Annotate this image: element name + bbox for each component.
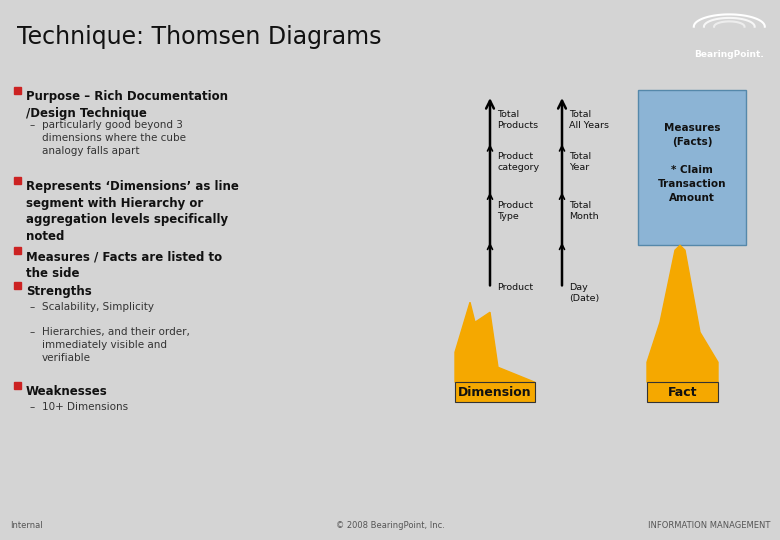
FancyBboxPatch shape: [455, 382, 535, 402]
Text: Product
Type: Product Type: [497, 200, 533, 221]
Text: Scalability, Simplicity: Scalability, Simplicity: [42, 302, 154, 312]
Text: Strengths: Strengths: [26, 285, 92, 298]
FancyBboxPatch shape: [647, 382, 718, 402]
Polygon shape: [647, 245, 718, 382]
Text: Internal: Internal: [10, 521, 43, 530]
Bar: [14, 87, 21, 94]
Bar: [14, 282, 21, 289]
Text: Product
category: Product category: [497, 152, 539, 172]
Text: Day
(Date): Day (Date): [569, 284, 599, 303]
Polygon shape: [455, 302, 535, 382]
Text: Total
All Years: Total All Years: [569, 110, 609, 130]
Text: particularly good beyond 3
dimensions where the cube
analogy falls apart: particularly good beyond 3 dimensions wh…: [42, 120, 186, 156]
Text: Represents ‘Dimensions’ as line
segment with Hierarchy or
aggregation levels spe: Represents ‘Dimensions’ as line segment …: [26, 180, 239, 242]
Text: –: –: [30, 120, 35, 130]
Text: Weaknesses: Weaknesses: [26, 385, 108, 399]
Text: Technique: Thomsen Diagrams: Technique: Thomsen Diagrams: [17, 24, 381, 49]
Text: –: –: [30, 302, 35, 312]
Text: Hierarchies, and their order,
immediately visible and
verifiable: Hierarchies, and their order, immediatel…: [42, 327, 190, 363]
FancyBboxPatch shape: [638, 90, 746, 245]
Text: Product: Product: [497, 284, 533, 292]
Text: Fact: Fact: [668, 386, 697, 399]
Text: Total
Year: Total Year: [569, 152, 591, 172]
Text: Dimension: Dimension: [458, 386, 532, 399]
Bar: [14, 247, 21, 254]
Bar: [14, 177, 21, 184]
Text: BearingPoint.: BearingPoint.: [694, 50, 764, 59]
Text: Measures
(Facts)

* Claim
Transaction
Amount: Measures (Facts) * Claim Transaction Amo…: [658, 123, 726, 202]
Text: –: –: [30, 402, 35, 412]
Text: –: –: [30, 327, 35, 338]
Text: © 2008 BearingPoint, Inc.: © 2008 BearingPoint, Inc.: [335, 521, 445, 530]
Text: INFORMATION MANAGEMENT: INFORMATION MANAGEMENT: [647, 521, 770, 530]
Text: Purpose – Rich Documentation
/Design Technique: Purpose – Rich Documentation /Design Tec…: [26, 90, 228, 120]
Text: 10+ Dimensions: 10+ Dimensions: [42, 402, 128, 412]
Bar: [14, 382, 21, 389]
Text: Measures / Facts are listed to
the side: Measures / Facts are listed to the side: [26, 250, 222, 280]
Text: Total
Products: Total Products: [497, 110, 538, 130]
Text: Total
Month: Total Month: [569, 200, 598, 221]
